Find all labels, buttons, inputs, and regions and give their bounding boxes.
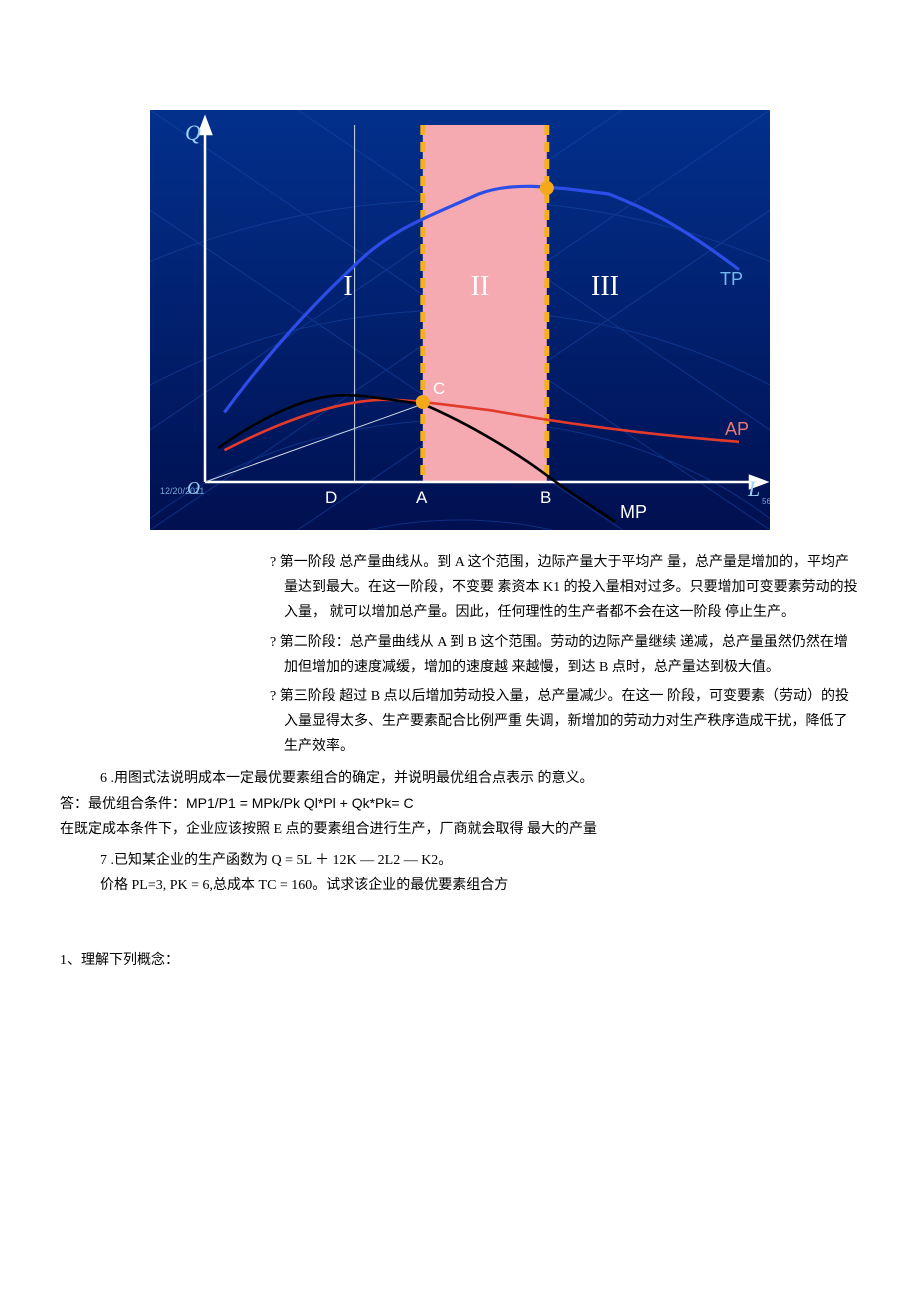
concepts-heading: 1、理解下列概念： bbox=[60, 948, 920, 973]
chart-timestamp: 12/20/2011 bbox=[160, 486, 204, 496]
y-axis-label: Q bbox=[185, 120, 201, 145]
point-A: A bbox=[416, 488, 428, 507]
point-D: D bbox=[325, 488, 337, 507]
region-1-label: I bbox=[343, 271, 352, 302]
ap-label: AP bbox=[725, 419, 749, 439]
question-7: 7 .已知某企业的生产函数为 Q = 5L ＋ 12K — 2L2 — K2。 bbox=[100, 848, 860, 873]
answer-6: 答：最优组合条件：MP1/P1 = MPk/Pk Ql*Pl + Qk*Pk= … bbox=[60, 791, 860, 817]
stage-3-text: ? 第三阶段 超过 B 点以后增加劳动投入量，总产量减少。在这一 阶段，可变要素… bbox=[270, 684, 860, 760]
question-6: 6 .用图式法说明成本一定最优要素组合的确定，并说明最优组合点表示 的意义。 bbox=[100, 766, 860, 791]
region-2-label: II bbox=[471, 271, 490, 302]
region-3-label: III bbox=[591, 271, 619, 302]
chart-svg: Q L O I II III D A B C TP AP MP 12/20/20… bbox=[150, 110, 770, 530]
tp-label: TP bbox=[720, 269, 743, 289]
marker-TP-max bbox=[540, 181, 554, 195]
mp-label: MP bbox=[620, 502, 647, 522]
x-axis-label: L bbox=[747, 476, 760, 501]
region-2-highlight bbox=[423, 125, 547, 482]
question-7-detail: 价格 PL=3, PK = 6,总成本 TC = 160。试求该企业的最优要素组… bbox=[100, 873, 860, 898]
answer-6-body: 在既定成本条件下，企业应该按照 E 点的要素组合进行生产，厂商就会取得 最大的产… bbox=[60, 817, 860, 842]
answer-6-label: 答：最优组合条件： bbox=[60, 797, 186, 812]
stage-1-text: ? 第一阶段 总产量曲线从。到 A 这个范围，边际产量大于平均产 量，总产量是增… bbox=[270, 550, 860, 626]
stage-2-text: ? 第二阶段：总产量曲线从 A 到 B 这个范围。劳动的边际产量继续 递减，总产… bbox=[270, 630, 860, 680]
point-B: B bbox=[540, 488, 551, 507]
production-curves-chart: Q L O I II III D A B C TP AP MP 12/20/20… bbox=[150, 110, 770, 530]
answer-6-formula: MP1/P1 = MPk/Pk Ql*Pl + Qk*Pk= C bbox=[186, 795, 414, 811]
point-C: C bbox=[433, 379, 445, 398]
marker-C bbox=[416, 395, 430, 409]
svg-text:56: 56 bbox=[762, 497, 770, 506]
